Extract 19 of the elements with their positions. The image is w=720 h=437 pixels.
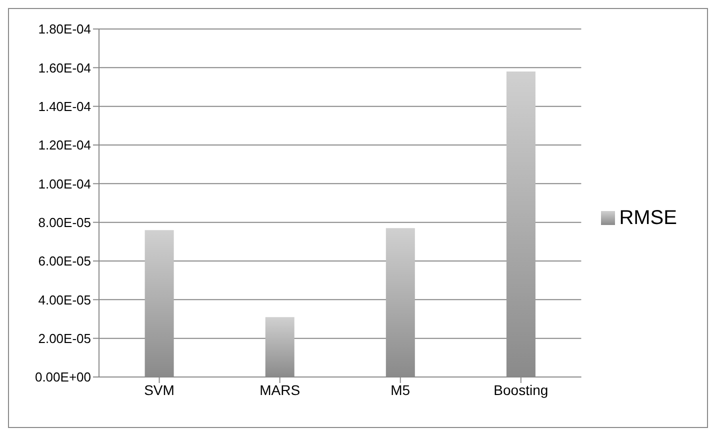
y-tick-label: 0.00E+00: [34, 370, 91, 385]
y-tick-label: 1.00E-04: [38, 176, 91, 192]
y-tick-label: 1.60E-04: [38, 60, 91, 76]
bar: [386, 228, 415, 377]
legend-label: RMSE: [619, 206, 677, 228]
x-tick-label: Boosting: [494, 382, 548, 398]
bar: [506, 72, 536, 377]
bar: [144, 230, 174, 377]
y-tick-label: 1.40E-04: [38, 98, 91, 114]
y-tick-label: 2.00E-05: [38, 330, 91, 346]
y-tick-label: 6.00E-05: [38, 254, 91, 269]
y-tick-label: 8.00E-05: [38, 214, 91, 230]
y-tick-label: 1.80E-04: [38, 22, 91, 37]
x-tick-label: MARS: [260, 382, 300, 398]
y-tick-label: 1.20E-04: [38, 138, 91, 153]
x-tick-label: M5: [390, 382, 410, 398]
y-tick-label: 4.00E-05: [38, 292, 91, 308]
bar: [265, 317, 294, 377]
x-tick-label: SVM: [144, 382, 174, 398]
